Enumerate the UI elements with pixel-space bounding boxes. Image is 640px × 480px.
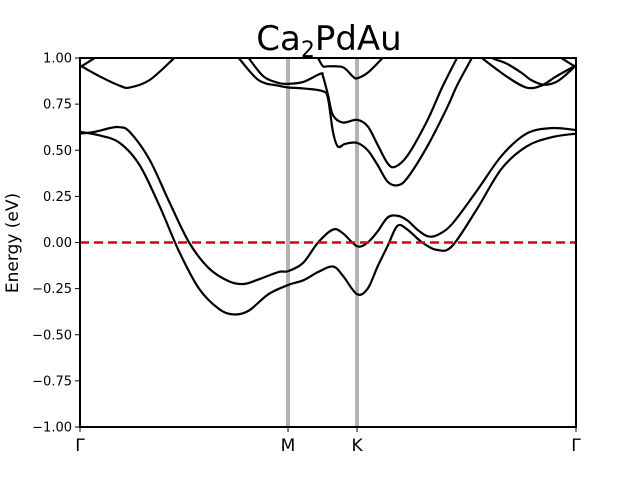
x-tick-label: M [281,436,296,456]
x-tick-label: Γ [75,436,85,456]
band-line-7 [247,57,458,169]
title-main: Ca [256,19,301,59]
x-tick-label: Γ [571,436,581,456]
band-line-6 [237,57,473,187]
y-tick-label: 0.25 [43,190,72,205]
y-tick-label: −0.25 [32,282,72,297]
y-tick-label: −0.75 [32,374,72,389]
band-line-1 [79,130,577,316]
band-line-5 [481,57,577,90]
band-line-3 [79,57,96,69]
band-line-9 [491,56,577,86]
y-tick-label: 1.00 [43,52,72,67]
band-line-2 [79,57,175,89]
y-tick-label: −1.00 [32,421,72,436]
y-tick-label: 0.75 [43,98,72,113]
y-ticks: −1.00 −0.75 −0.50 −0.25 0.00 0.25 0.50 0.75 1.00 [32,52,80,436]
y-tick-label: 0.50 [43,144,72,159]
band-line-0 [79,125,577,286]
title-rest: PdAu [315,19,402,59]
y-tick-label: 0.00 [43,236,72,251]
y-axis-label: Energy (eV) [3,193,23,293]
title-subscript: 2 [301,38,315,63]
chart-title: Ca2PdAu [256,19,401,63]
band-series [79,56,577,316]
x-tick-label: K [351,436,363,456]
band-line-8 [317,57,384,80]
y-tick-label: −0.50 [32,328,72,343]
